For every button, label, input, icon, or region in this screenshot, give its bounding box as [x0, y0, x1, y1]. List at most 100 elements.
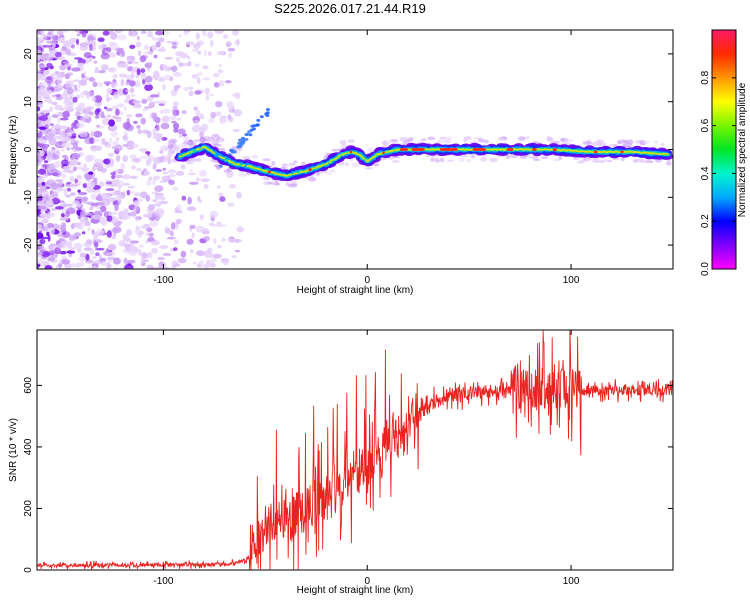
y-tick-label: -10	[23, 190, 34, 205]
noise-blob	[104, 106, 108, 110]
noise-blob	[133, 120, 138, 124]
ridge-cell	[296, 172, 299, 175]
noise-blob	[187, 61, 192, 67]
noise-blob	[79, 218, 85, 224]
noise-blob	[89, 90, 94, 97]
noise-blob	[189, 249, 194, 254]
ridge-cell	[345, 152, 348, 155]
noise-blob	[157, 256, 165, 261]
noise-blob	[170, 116, 177, 120]
noise-blob	[41, 109, 51, 114]
noise-blob	[122, 121, 131, 130]
noise-blob	[83, 90, 89, 96]
noise-blob	[73, 232, 82, 237]
noise-blob	[164, 66, 171, 72]
noise-blob	[93, 138, 100, 143]
noise-blob	[55, 179, 64, 183]
ridge-haze	[280, 166, 285, 170]
noise-blob	[113, 221, 121, 227]
noise-blob	[139, 244, 144, 249]
ridge-haze	[238, 172, 248, 177]
noise-blob	[37, 224, 43, 230]
noise-blob	[37, 143, 46, 147]
y-tick-label: 600	[23, 377, 34, 394]
noise-blob	[48, 137, 57, 146]
noise-blob	[70, 137, 75, 143]
noise-blob	[102, 65, 107, 68]
colorbar-tick-label: 0.0	[700, 262, 711, 276]
noise-blob	[143, 170, 150, 176]
noise-blob	[179, 130, 186, 135]
ridge-haze	[596, 139, 605, 143]
noise-blob	[141, 98, 148, 104]
noise-blob	[233, 238, 242, 243]
noise-blob	[173, 247, 178, 252]
ridge-cell	[187, 152, 191, 154]
ridge-haze	[634, 158, 644, 163]
noise-blob	[89, 39, 96, 44]
noise-blob	[175, 263, 181, 267]
x-tick-label: 100	[563, 576, 580, 587]
noise-blob	[92, 165, 96, 172]
noise-blob	[170, 222, 176, 230]
ridge-haze	[582, 141, 592, 145]
noise-blob	[117, 198, 122, 205]
noise-blob	[147, 158, 152, 164]
noise-blob	[79, 131, 88, 138]
noise-blob	[151, 44, 157, 51]
noise-blob	[126, 94, 131, 101]
noise-blob	[107, 152, 115, 158]
ridge-haze	[194, 139, 204, 142]
noise-blob	[50, 73, 57, 76]
noise-blob	[125, 229, 133, 236]
spectrogram-ylabel: Frequency (Hz)	[8, 116, 19, 185]
ridge-haze	[665, 161, 672, 166]
ridge-cell	[311, 167, 314, 170]
noise-blob	[186, 238, 194, 245]
y-tick-label: 10	[23, 96, 34, 108]
ridge-cell	[321, 163, 325, 166]
ridge-haze	[653, 140, 659, 144]
noise-blob	[207, 263, 214, 267]
noise-blob	[49, 106, 53, 112]
noise-blob	[77, 62, 85, 66]
noise-blob	[93, 60, 98, 64]
ridge-haze	[347, 139, 355, 143]
noise-blob	[212, 253, 222, 259]
noise-blob	[113, 91, 120, 99]
ridge-haze	[263, 181, 272, 185]
noise-blob	[111, 174, 116, 180]
ridge-branch	[218, 164, 223, 168]
noise-blob	[136, 35, 140, 41]
noise-blob	[90, 214, 96, 219]
noise-blob	[37, 155, 42, 160]
noise-blob	[120, 162, 126, 170]
noise-blob	[126, 79, 131, 83]
noise-blob	[88, 111, 94, 116]
ridge-cell	[326, 162, 329, 164]
noise-blob	[197, 263, 201, 268]
noise-blob	[71, 153, 81, 159]
noise-blob	[166, 236, 176, 240]
noise-blob	[60, 241, 70, 245]
noise-blob	[152, 180, 156, 185]
noise-blob	[82, 107, 88, 110]
noise-blob	[112, 226, 122, 233]
ridge-haze	[553, 159, 561, 162]
noise-blob	[79, 252, 87, 258]
noise-blob	[76, 33, 81, 37]
ridge-haze	[434, 158, 439, 164]
noise-blob	[106, 230, 112, 238]
noise-blob	[187, 86, 194, 90]
noise-blob	[139, 55, 147, 63]
noise-blob	[161, 155, 165, 160]
noise-blob	[150, 214, 157, 218]
ridge-haze	[262, 158, 271, 162]
noise-blob	[96, 238, 102, 243]
ridge-haze	[223, 169, 231, 173]
noise-blob	[117, 63, 122, 68]
ridge-haze	[391, 160, 400, 163]
noise-blob	[78, 256, 87, 262]
noise-blob	[168, 179, 175, 185]
noise-blob	[46, 151, 52, 160]
